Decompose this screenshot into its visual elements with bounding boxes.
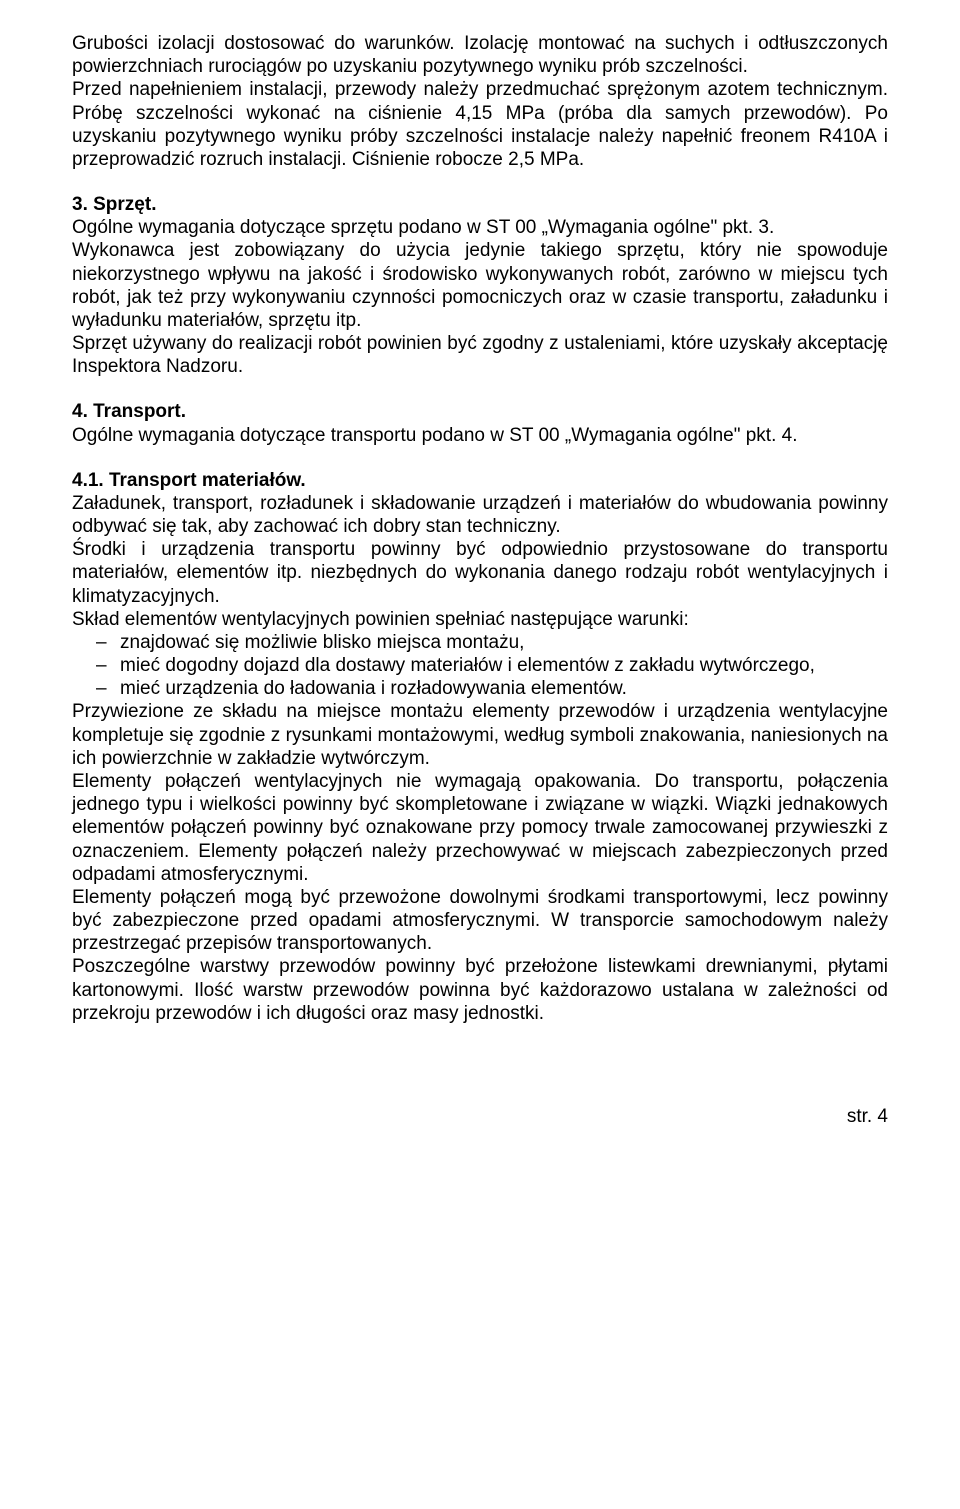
section-3-para-1: Ogólne wymagania dotyczące sprzętu podan… <box>72 216 888 239</box>
list-item: znajdować się możliwie blisko miejsca mo… <box>72 631 888 654</box>
section-4-title: 4. Transport. <box>72 400 888 423</box>
section-4-1-para-1: Załadunek, transport, rozładunek i skład… <box>72 492 888 538</box>
list-item: mieć dogodny dojazd dla dostawy materiał… <box>72 654 888 677</box>
section-3-para-2: Wykonawca jest zobowiązany do użycia jed… <box>72 239 888 332</box>
section-3-para-3: Sprzęt używany do realizacji robót powin… <box>72 332 888 378</box>
section-3-title: 3. Sprzęt. <box>72 193 888 216</box>
section-4-1-para-5: Elementy połączeń wentylacyjnych nie wym… <box>72 770 888 886</box>
list-item: mieć urządzenia do ładowania i rozładowy… <box>72 677 888 700</box>
section-4-1-title: 4.1. Transport materiałów. <box>72 469 888 492</box>
section-4-para-1: Ogólne wymagania dotyczące transportu po… <box>72 424 888 447</box>
page-number: str. 4 <box>72 1025 888 1128</box>
section-4-1-bullets: znajdować się możliwie blisko miejsca mo… <box>72 631 888 701</box>
section-4-1-para-6: Elementy połączeń mogą być przewożone do… <box>72 886 888 956</box>
section-4-1-para-2: Środki i urządzenia transportu powinny b… <box>72 538 888 608</box>
intro-para-2: Przed napełnieniem instalacji, przewody … <box>72 78 888 171</box>
section-4-1-para-3: Skład elementów wentylacyjnych powinien … <box>72 608 888 631</box>
section-4-1-para-7: Poszczególne warstwy przewodów powinny b… <box>72 955 888 1025</box>
section-4-1-para-4: Przywiezione ze składu na miejsce montaż… <box>72 700 888 770</box>
intro-para-1: Grubości izolacji dostosować do warunków… <box>72 32 888 78</box>
